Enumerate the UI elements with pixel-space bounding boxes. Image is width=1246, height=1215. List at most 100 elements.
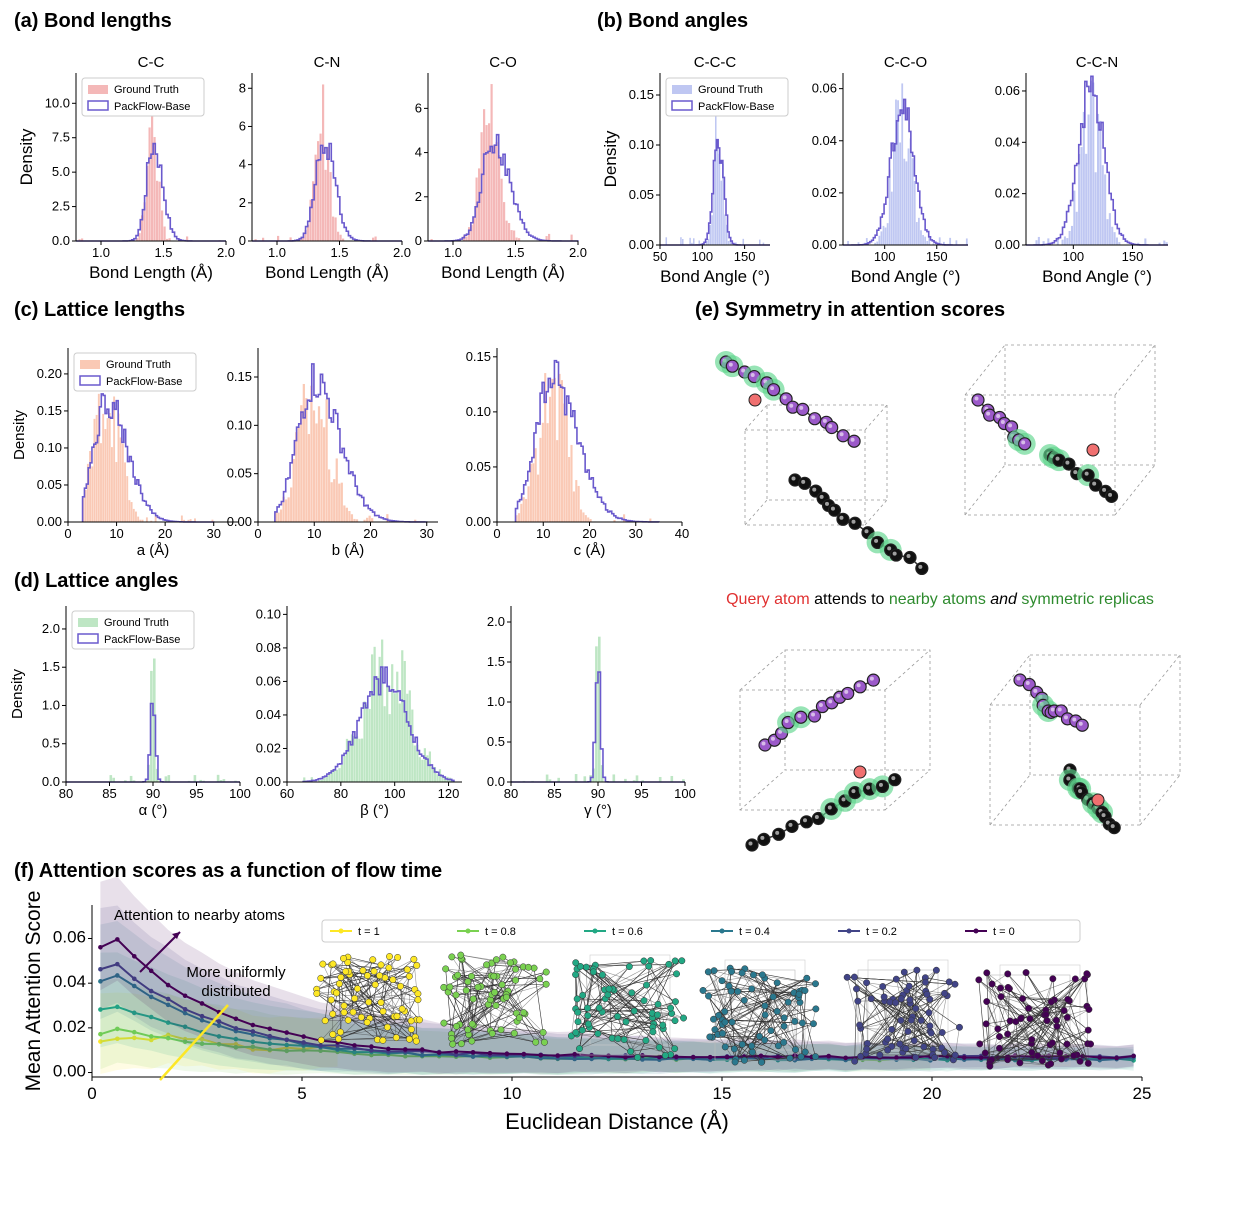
x-tick-label: 15: [713, 1084, 732, 1103]
atom: [757, 832, 771, 846]
gt-bar: [300, 405, 303, 522]
series-point: [724, 1054, 730, 1060]
gt-bar: [589, 519, 592, 522]
bond: [1020, 1018, 1061, 1054]
atom: [938, 1029, 946, 1036]
query-atom: [853, 765, 867, 779]
x-tick-label: 30: [206, 526, 220, 541]
atom: [799, 1019, 806, 1027]
atom: [394, 954, 402, 961]
gt-bar: [187, 519, 190, 522]
gt-bar: [338, 483, 341, 522]
atom: [983, 998, 991, 1005]
y-tick-label: 0.00: [53, 1062, 86, 1081]
bond: [598, 974, 603, 1008]
annotation-uniform-1: More uniformly: [186, 964, 286, 981]
atom: [758, 1058, 765, 1066]
atom: [313, 990, 321, 997]
gt-bar: [899, 142, 902, 245]
bond: [488, 971, 547, 1005]
y-tick-label: 0.04: [256, 707, 281, 722]
series-point: [470, 1054, 476, 1059]
y-tick-label: 6: [415, 100, 422, 115]
bond: [1000, 987, 1065, 1011]
atom: [1048, 1039, 1056, 1047]
gt-bar: [320, 779, 323, 782]
gt-bar: [89, 451, 92, 522]
atom: [785, 819, 799, 833]
atom: [397, 982, 404, 990]
series-point: [589, 1056, 594, 1062]
atom-highlight: [974, 396, 979, 401]
gt-bar: [505, 220, 508, 241]
panel-title-a: (a) Bond lengths: [14, 10, 172, 32]
series-point: [199, 1036, 205, 1042]
bond: [708, 983, 816, 997]
gt-bar: [290, 487, 293, 522]
series-point: [572, 1051, 577, 1057]
y-tick-label: 0.05: [227, 466, 252, 481]
gt-bar: [317, 141, 320, 241]
gt-bar: [918, 217, 920, 245]
atom-highlight: [1050, 707, 1055, 712]
y-tick-label: 1.0: [42, 697, 60, 712]
bond: [866, 998, 902, 1050]
bond: [593, 960, 644, 970]
gt-bar: [1108, 213, 1111, 245]
y-tick-label: 0.0: [52, 233, 70, 248]
legend-pf-swatch: [87, 100, 109, 111]
bond: [471, 976, 491, 1031]
series-point: [148, 988, 154, 994]
atom: [574, 1008, 582, 1016]
atom: [414, 990, 422, 998]
atom: [721, 1008, 729, 1015]
x-tick-label: 0: [64, 526, 71, 541]
atom-highlight: [851, 789, 856, 794]
series-point: [267, 1047, 273, 1052]
gt-bar: [909, 138, 912, 245]
gt-bar: [154, 516, 157, 522]
subplot-title: C-O: [489, 54, 517, 71]
atom: [971, 393, 985, 407]
bond: [991, 983, 1011, 1022]
gt-bar: [287, 497, 290, 522]
series-point: [928, 1058, 933, 1063]
atom: [769, 993, 777, 1001]
atom: [853, 680, 867, 694]
atom: [727, 987, 735, 995]
bond: [577, 995, 584, 1022]
gt-bar: [139, 519, 142, 522]
atom: [452, 991, 460, 999]
atom-highlight: [1033, 688, 1038, 693]
bond: [604, 989, 638, 1058]
series-point: [961, 1055, 967, 1060]
y-tick-label: 0.00: [629, 237, 654, 252]
bond: [986, 972, 1021, 1063]
cell-edge: [1114, 464, 1156, 516]
atom: [801, 987, 809, 995]
gt-bar: [886, 223, 889, 245]
gt-bar: [718, 153, 721, 245]
legend-f: t = 1 t = 0.8 t = 0.6 t = 0.4 t = 0.2 t = 0: [321, 919, 1081, 943]
legend-marker: [973, 928, 979, 934]
series-point: [589, 1053, 594, 1058]
bond: [856, 988, 931, 1027]
atom: [738, 969, 746, 977]
bond: [652, 1031, 666, 1056]
atom: [884, 1035, 892, 1043]
gt-bar: [194, 518, 196, 522]
atom: [329, 960, 337, 968]
bond: [954, 1027, 960, 1056]
atom: [457, 951, 465, 959]
bond: [324, 964, 332, 1021]
atom: [389, 976, 397, 984]
gt-bar: [374, 236, 377, 241]
atom: [827, 503, 842, 517]
y-tick-label: 1.5: [42, 659, 60, 674]
bond: [914, 995, 948, 1041]
series-point: [115, 1026, 120, 1032]
legend-pf-label: PackFlow-Base: [104, 634, 180, 646]
atom: [734, 988, 742, 995]
atom: [492, 956, 500, 964]
caption-part: attends to: [810, 591, 889, 608]
